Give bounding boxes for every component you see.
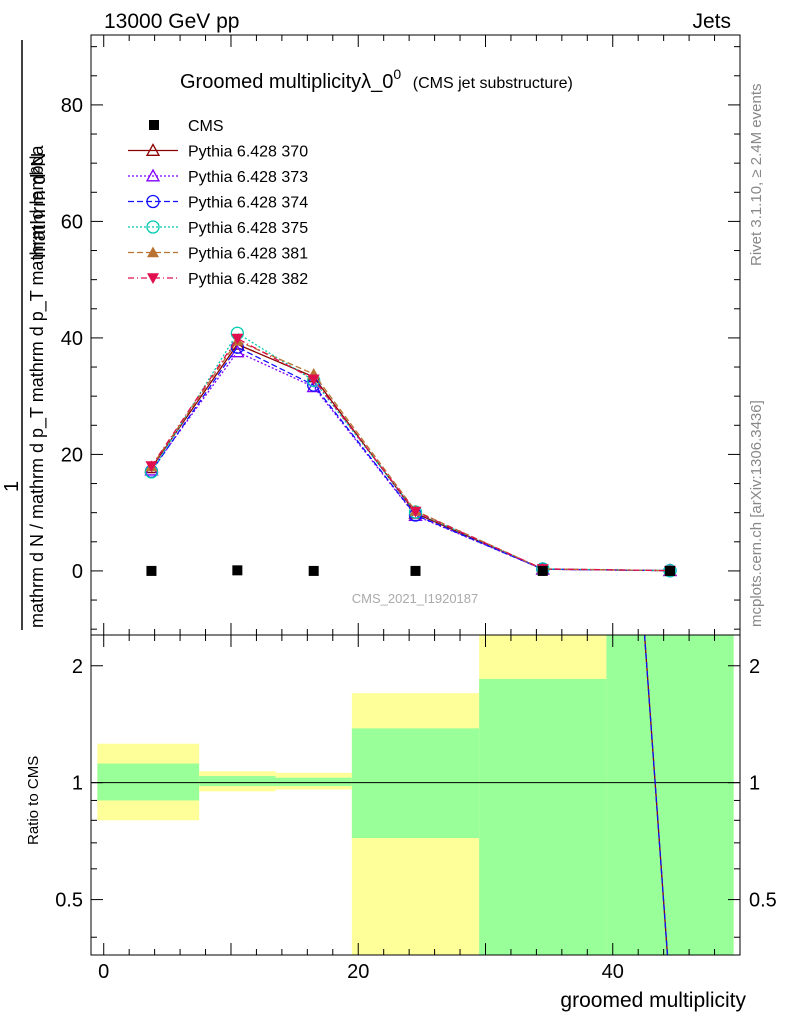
y-tick-label: 20 [61, 444, 83, 466]
data-point [537, 565, 548, 576]
ratio-band-inner [199, 776, 276, 787]
ratio-band-inner [479, 678, 607, 955]
x-tick-label: 40 [602, 961, 624, 983]
y-tick-label: 60 [61, 211, 83, 233]
ratio-ylabel: Ratio to CMS [25, 756, 42, 845]
plot-frames [90, 34, 741, 956]
main-ylabel-denominator: mathrm d N / mathrm d p_T mathrm d p_T m… [27, 145, 48, 628]
ratio-y-tick-label: 1 [72, 773, 83, 795]
legend-marker [145, 143, 161, 156]
series-line [150, 340, 671, 572]
ratio-band-inner [275, 777, 352, 787]
series-6 [145, 333, 677, 577]
main-plot-area [144, 326, 678, 578]
chart-title: Groomed multiplicityλ_00 (CMS jet substr… [180, 62, 573, 93]
series-1 [144, 336, 678, 577]
legend-label: Pythia 6.428 382 [188, 271, 308, 288]
legend-label: Pythia 6.428 370 [188, 144, 308, 161]
ratio-plot [91, 635, 740, 955]
series-point [231, 333, 244, 345]
legend-label: CMS [188, 118, 224, 135]
ratio-y-tick-label: 0.5 [55, 890, 83, 912]
series-line [150, 346, 671, 572]
series-2 [144, 344, 678, 577]
main-ylabel: 1 mathrm d²N mathrm d N / mathrm d p_T m… [1, 40, 50, 630]
ratio-band-inner [351, 728, 480, 839]
y-tick-label: 40 [61, 328, 83, 350]
data-point [410, 565, 421, 576]
ratio-band-inner [97, 763, 200, 801]
legend-item-5: Pythia 6.428 381 [128, 246, 308, 263]
legend-marker [145, 168, 161, 182]
series-point [409, 506, 422, 518]
legend-item-6: Pythia 6.428 382 [128, 271, 308, 288]
rivet-label: Rivet 3.1.10, ≥ 2.4M events [748, 84, 765, 267]
series-point [307, 374, 320, 386]
legend-item-3: Pythia 6.428 374 [128, 195, 308, 212]
ratio-y-tick-label-right: 0.5 [749, 890, 777, 912]
main-ylabel-numerator: mathrm d²N [28, 152, 50, 258]
data-point [665, 565, 676, 576]
data-point [146, 565, 157, 576]
series-line [150, 332, 671, 572]
legend-item-2: Pythia 6.428 373 [128, 168, 308, 186]
collision-label: 13000 GeV pp [104, 10, 239, 33]
series-line [150, 351, 671, 572]
series-line [150, 337, 671, 572]
xaxis-label: groomed multiplicity [560, 989, 746, 1012]
ratio-frame [90, 634, 741, 956]
legend-label: Pythia 6.428 381 [188, 246, 308, 263]
series-point [145, 461, 158, 473]
data-point [308, 565, 319, 576]
series-5 [145, 334, 677, 576]
legend-item-cms: CMS [149, 118, 224, 135]
ratio-line-370 [643, 635, 669, 955]
legend-marker [147, 246, 159, 258]
legend-marker [146, 220, 160, 234]
jets-label: Jets [692, 10, 731, 33]
main-plot [144, 326, 678, 578]
series-line [150, 343, 671, 572]
legend-marker [146, 194, 160, 209]
legend-label: Pythia 6.428 374 [188, 195, 308, 212]
legend-label: Pythia 6.428 373 [188, 169, 308, 186]
ratio-y-tick-label-right: 1 [749, 773, 760, 795]
legend-marker [147, 273, 159, 284]
x-tick-label: 20 [347, 961, 369, 983]
axes: 0 20 40 60 80 0 20 40 0.5 0.5 1 1 2 2 [55, 35, 777, 983]
analysis-label: CMS_2021_I1920187 [352, 591, 479, 606]
legend: CMS Pythia 6.428 370 Pythia 6.428 373 Pythi… [128, 118, 308, 288]
data-point [232, 565, 243, 576]
x-tick-label: 0 [98, 961, 109, 983]
y-tick-label: 0 [72, 561, 83, 583]
ratio-band-inner [606, 635, 734, 955]
legend-item-4: Pythia 6.428 375 [128, 220, 308, 237]
legend-marker [149, 120, 159, 130]
mcplots-label: mcplots.cern.ch [arXiv:1306.3436] [748, 400, 765, 627]
main-ylabel-one: 1 [1, 481, 23, 492]
y-tick-label: 80 [61, 95, 83, 117]
ratio-y-tick-label-right: 2 [749, 656, 760, 678]
legend-label: Pythia 6.428 375 [188, 220, 308, 237]
legend-item-1: Pythia 6.428 370 [128, 143, 308, 161]
data-series-cms [146, 565, 676, 576]
ratio-plot-area [91, 635, 740, 955]
ratio-y-tick-label: 2 [72, 656, 83, 678]
series-3 [144, 340, 677, 578]
